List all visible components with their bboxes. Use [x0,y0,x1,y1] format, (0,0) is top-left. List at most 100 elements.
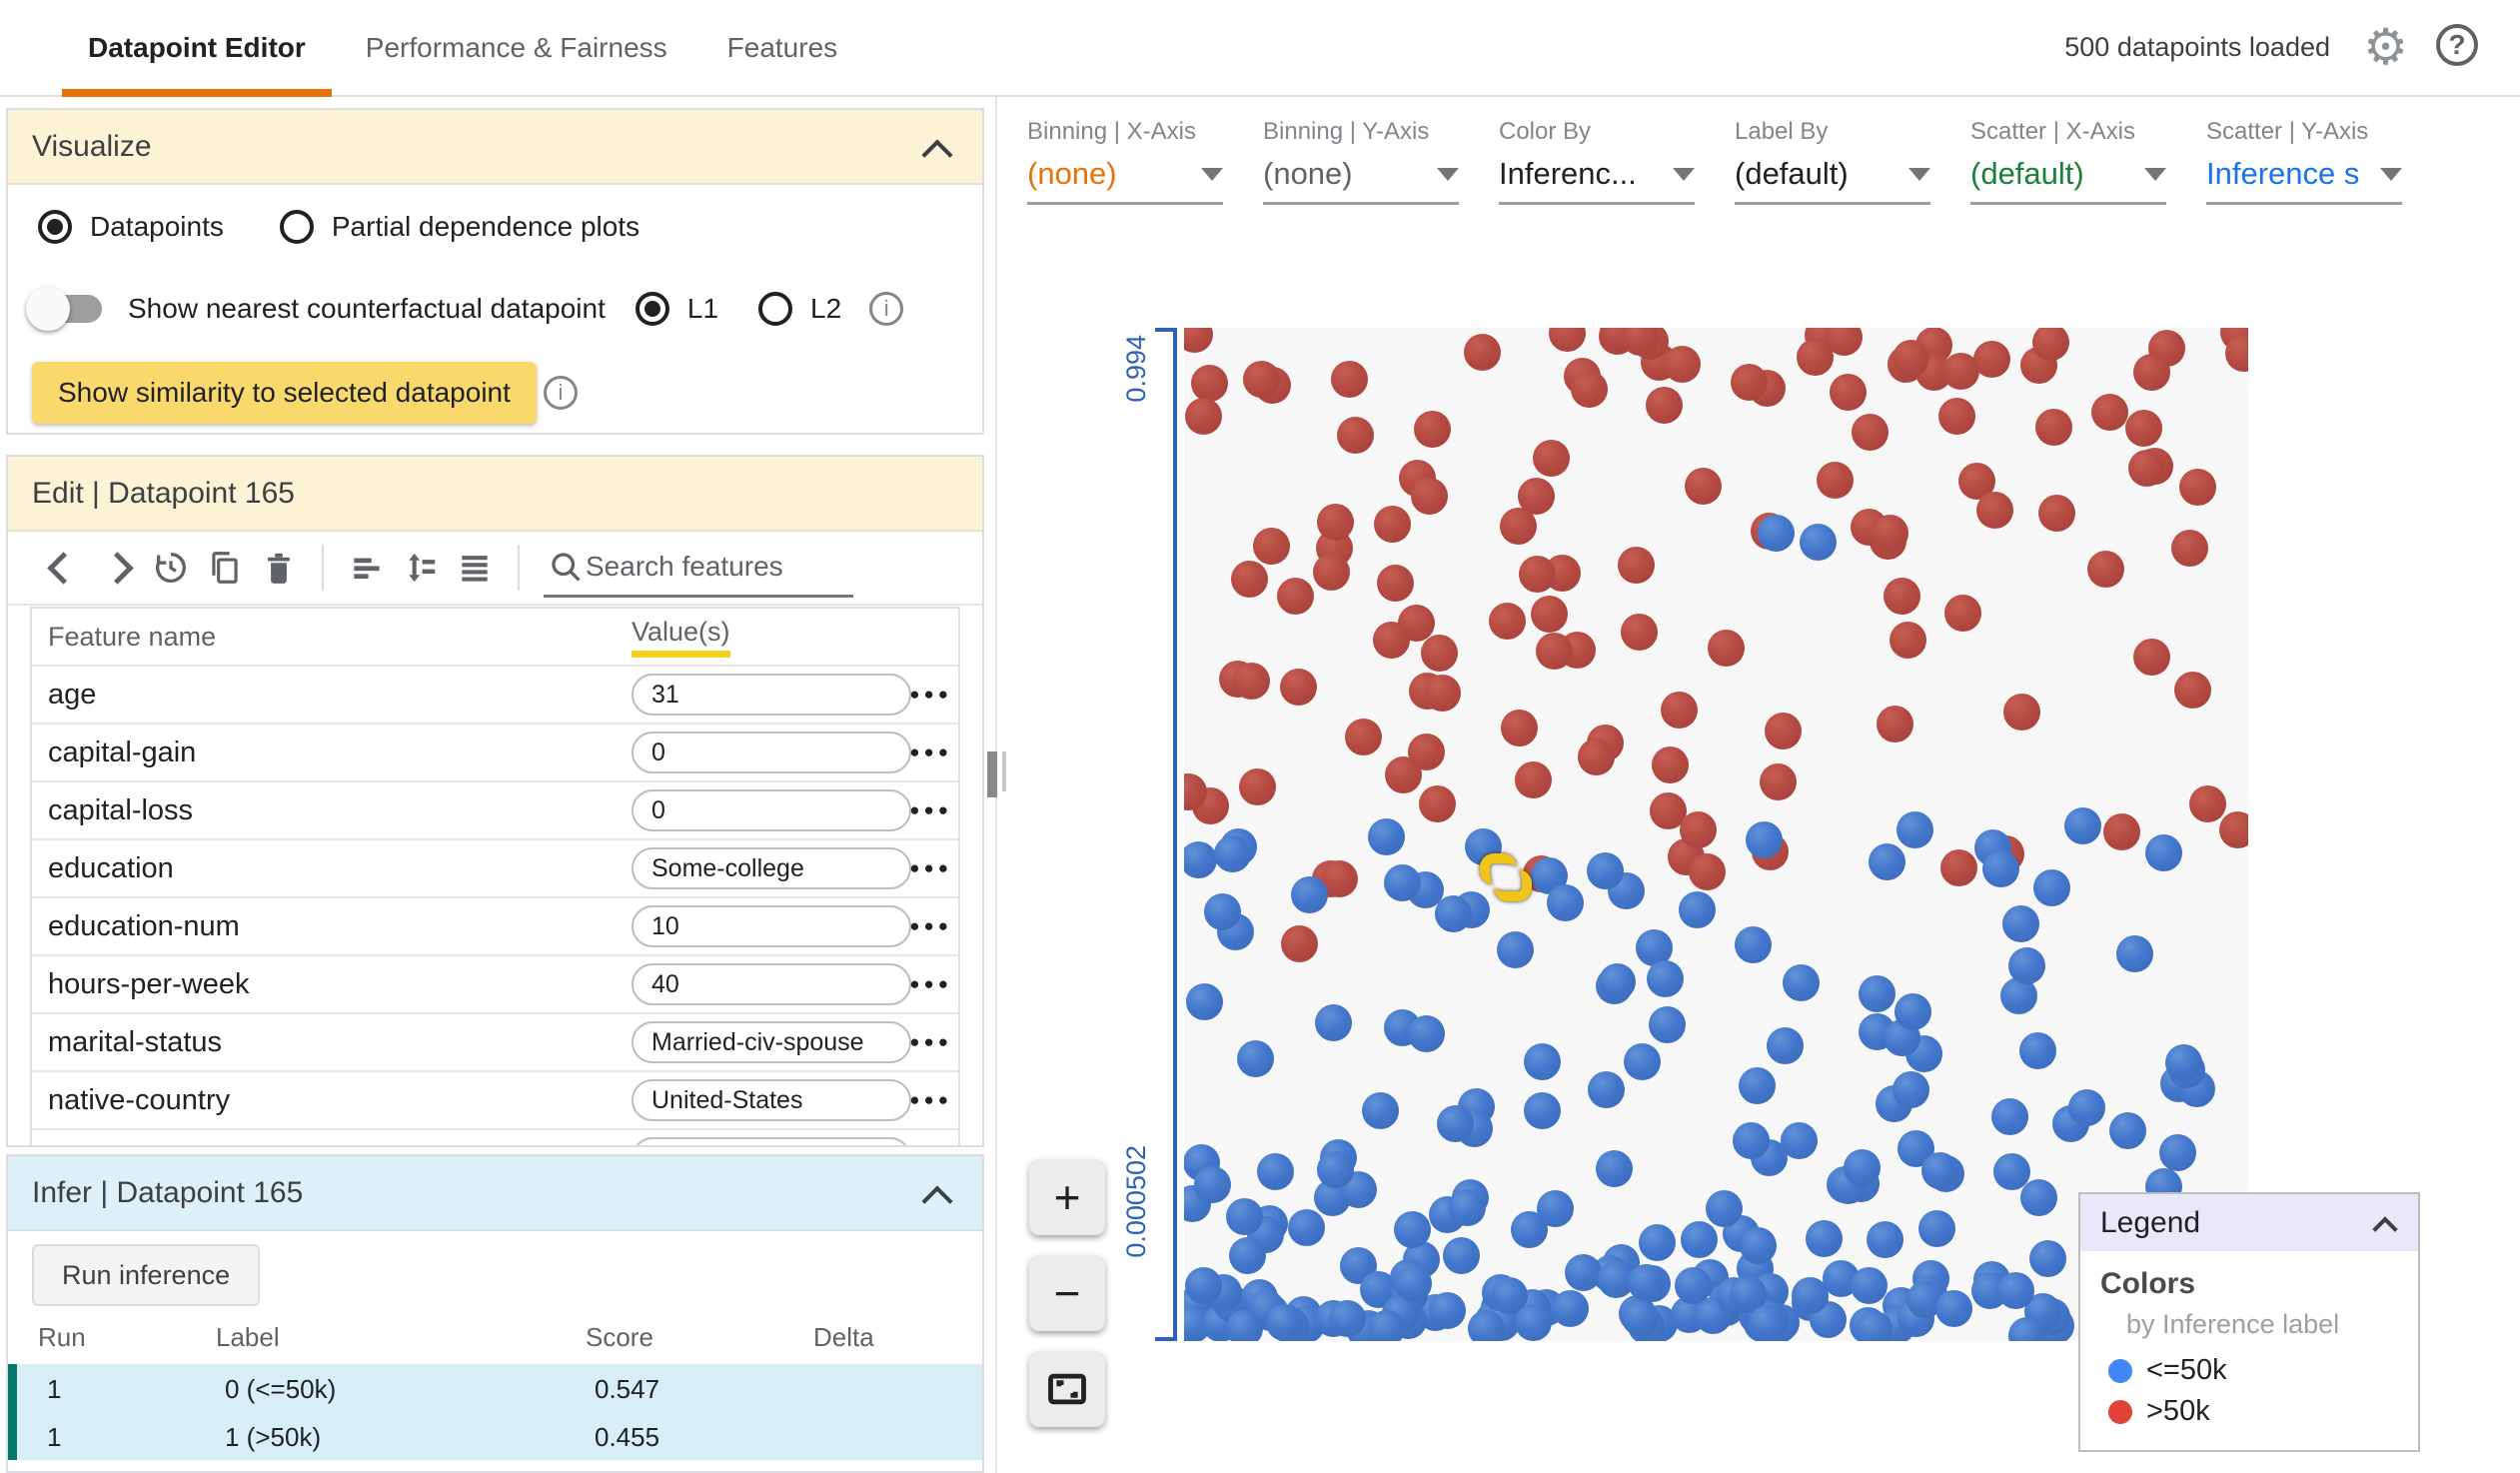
datapoint-blue[interactable] [1934,1290,1972,1328]
feature-options-menu-icon[interactable]: ●●● [909,916,952,935]
datapoint-blue[interactable] [1739,1066,1777,1104]
datapoint-blue[interactable] [1636,928,1674,966]
inference-result-row[interactable]: 1 0 (<=50k) 0.547 [8,1364,982,1412]
datapoint-blue[interactable] [1646,959,1684,997]
datapoint-blue[interactable] [1894,993,1932,1031]
datapoint-red[interactable] [1373,621,1411,659]
feature-value-input[interactable] [631,1079,911,1121]
datapoint-red[interactable] [1243,361,1280,399]
datapoint-red[interactable] [2132,354,2170,392]
datapoint-red[interactable] [1536,632,1574,670]
collapse-chevron-icon[interactable] [921,139,953,171]
datapoint-red[interactable] [1620,614,1658,652]
datapoint-red[interactable] [2178,468,2216,506]
datapoints-scatter-plot[interactable] [1184,328,2248,1341]
datapoint-blue[interactable] [1732,1121,1770,1159]
datapoint-red[interactable] [1238,767,1276,805]
datapoint-blue[interactable] [1408,1014,1446,1052]
collapse-chevron-icon[interactable] [2372,1216,2398,1242]
datapoint-red[interactable] [2102,813,2140,851]
similarity-info-icon[interactable]: i [544,376,578,410]
datapoint-blue[interactable] [1362,1092,1400,1130]
restore-datapoint-icon[interactable] [144,541,198,595]
datapoint-blue[interactable] [1896,811,1934,849]
datapoint-red[interactable] [2091,394,2129,432]
datapoint-blue[interactable] [1429,1291,1467,1329]
datapoint-red[interactable] [1851,414,1889,452]
tab-datapoint-editor[interactable]: Datapoint Editor [58,0,336,97]
datapoint-blue[interactable] [1436,1104,1474,1142]
inference-result-row[interactable]: 1 1 (>50k) 0.455 [8,1412,982,1460]
row-height-sort-icon[interactable] [394,541,448,595]
feature-options-menu-icon[interactable]: ●●● [909,800,952,819]
datapoint-red[interactable] [1532,440,1570,478]
feature-options-menu-icon[interactable]: ●●● [909,974,952,993]
datapoint-red[interactable] [1877,706,1914,743]
datapoint-red[interactable] [1570,371,1608,409]
datapoint-blue[interactable] [1552,1289,1590,1327]
datapoint-red[interactable] [1759,763,1797,800]
datapoint-blue[interactable] [2001,904,2039,942]
visualize-panel-header[interactable]: Visualize [8,110,982,185]
datapoint-red[interactable] [1889,622,1926,660]
datapoint-blue[interactable] [1757,515,1795,553]
datapoint-blue[interactable] [1706,1189,1744,1227]
datapoint-blue[interactable] [1638,1224,1676,1261]
datapoint-blue[interactable] [1997,1271,2035,1309]
feature-value-input[interactable] [631,1021,911,1063]
datapoint-blue[interactable] [1435,894,1473,932]
datapoint-blue[interactable] [1291,876,1329,914]
datapoint-red[interactable] [1765,713,1803,750]
datapoint-red[interactable] [2133,638,2171,676]
datapoint-red[interactable] [1280,925,1318,962]
datapoint-red[interactable] [1730,364,1768,402]
datapoint-red[interactable] [2189,785,2227,823]
search-features-input[interactable] [584,549,849,584]
partial-dependence-radio[interactable] [279,210,314,244]
dropdown-select[interactable]: (none) [1263,146,1459,205]
datapoint-blue[interactable] [1851,1266,1889,1304]
datapoint-blue[interactable] [1856,1310,1893,1341]
datapoint-blue[interactable] [1236,1039,1274,1077]
datapoint-blue[interactable] [1510,1210,1548,1248]
datapoint-red[interactable] [1577,738,1615,776]
datapoint-blue[interactable] [1546,884,1584,922]
datapoint-red[interactable] [1414,411,1452,449]
datapoint-red[interactable] [2031,328,2069,362]
datapoint-red[interactable] [1661,692,1699,730]
datapoint-red[interactable] [1376,564,1414,602]
datapoint-blue[interactable] [1523,1042,1561,1080]
datapoint-red[interactable] [2086,551,2124,589]
datapoint-blue[interactable] [2029,1239,2066,1277]
datapoint-blue[interactable] [1328,1299,1366,1337]
datapoint-blue[interactable] [1515,1303,1553,1341]
dense-list-icon[interactable] [448,541,502,595]
dropdown-select[interactable]: Inferenc... [1499,146,1695,205]
datapoint-blue[interactable] [1805,1220,1843,1258]
datapoint-blue[interactable] [1257,1152,1295,1190]
l1-radio[interactable] [634,292,669,326]
datapoint-blue[interactable] [1393,1210,1431,1248]
datapoint-blue[interactable] [1674,1267,1712,1305]
zoom-out-button[interactable]: − [1029,1255,1105,1331]
datapoint-blue[interactable] [2164,1044,2202,1082]
feature-value-input[interactable] [631,674,911,716]
datapoint-red[interactable] [1618,546,1656,584]
datapoint-blue[interactable] [1627,1264,1665,1302]
feature-options-menu-icon[interactable]: ●●● [909,685,952,704]
datapoint-blue[interactable] [2144,834,2182,872]
datapoint-red[interactable] [1548,328,1586,352]
datapoint-red[interactable] [1410,477,1448,515]
datapoint-red[interactable] [1488,603,1526,641]
datapoint-blue[interactable] [1383,864,1421,902]
datapoint-blue[interactable] [1587,852,1625,890]
datapoint-red[interactable] [2127,449,2165,487]
datapoint-blue[interactable] [1394,1264,1432,1302]
datapoint-red[interactable] [1685,468,1723,506]
feature-options-menu-icon[interactable]: ●●● [909,742,952,761]
datapoint-blue[interactable] [1991,1097,2029,1135]
datapoint-blue[interactable] [1496,930,1534,968]
datapoint-blue[interactable] [1564,1254,1602,1292]
datapoint-blue[interactable] [2000,977,2038,1015]
datapoint-red[interactable] [1976,492,2014,530]
